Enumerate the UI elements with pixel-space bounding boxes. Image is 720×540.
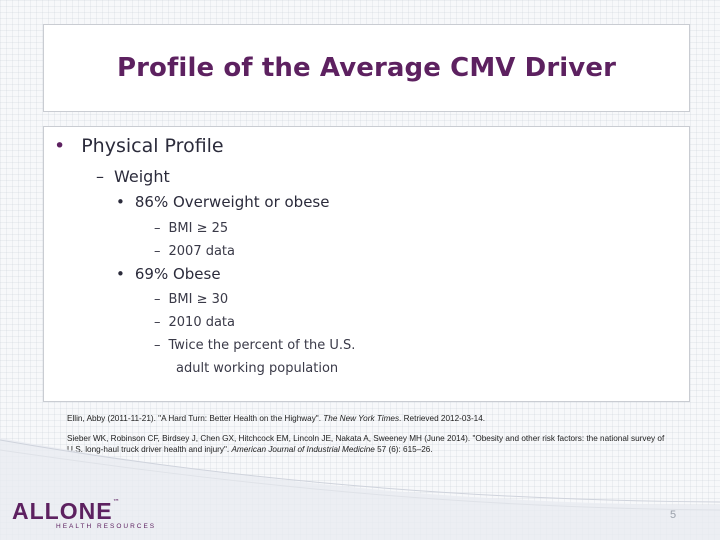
dash-icon: – bbox=[96, 167, 104, 186]
sub-bullet: – BMI ≥ 30 bbox=[154, 288, 355, 311]
dash-icon: – bbox=[154, 244, 161, 259]
dash-icon: – bbox=[154, 221, 161, 236]
sub-bullet: –2007 data bbox=[154, 240, 235, 263]
sub-bullet-text: Twice the percent of the U.S. bbox=[168, 338, 356, 353]
page-number: 5 bbox=[670, 509, 677, 521]
reference-text: 57 (6): 615–26. bbox=[374, 445, 433, 454]
bullet-level2: – Weight bbox=[96, 167, 170, 186]
sub-bullet-text: 2007 data bbox=[168, 244, 236, 259]
dash-icon: – bbox=[154, 292, 161, 307]
reference-journal: American Journal of Industrial Medicine bbox=[231, 445, 375, 454]
reference-text: . Retrieved 2012-03-14. bbox=[399, 414, 486, 423]
sub-bullet-text: BMI ≥ 25 bbox=[168, 221, 229, 236]
bullet-level1-text: Physical Profile bbox=[81, 135, 224, 157]
bullet-dot-icon: • bbox=[116, 265, 125, 283]
slide-title: Profile of the Average CMV Driver bbox=[116, 53, 616, 83]
sub-bullet-text: BMI ≥ 30 bbox=[168, 292, 229, 307]
sub-bullet: – BMI ≥ 25 bbox=[154, 217, 235, 240]
bullet-item-obese: • 69% Obese bbox=[116, 265, 221, 283]
logo-text: ALLONE bbox=[12, 498, 113, 524]
bullet-level1: • Physical Profile bbox=[54, 135, 224, 157]
dash-icon: – bbox=[154, 338, 161, 353]
sub-bullet-list: – BMI ≥ 25 –2007 data bbox=[154, 217, 235, 263]
dash-icon: – bbox=[154, 315, 161, 330]
title-box: Profile of the Average CMV Driver bbox=[43, 24, 690, 112]
reference-text: Ellin, Abby (2011-11-21). "A Hard Turn: … bbox=[67, 414, 324, 423]
reference-journal: The New York Times bbox=[323, 414, 400, 423]
bullet-dot-icon: • bbox=[54, 135, 66, 157]
logo-trademark: ™ bbox=[112, 498, 120, 506]
sub-bullet-text-continued: adult working population bbox=[176, 361, 339, 376]
reference-1: Ellin, Abby (2011-11-21). "A Hard Turn: … bbox=[67, 413, 667, 424]
sub-bullet-list: – BMI ≥ 30 –2010 data – Twice the percent … bbox=[154, 288, 355, 380]
company-logo: ALLONE™ HEALTH RESOURCES bbox=[12, 498, 156, 530]
bullet-item-text: 86% Overweight or obese bbox=[134, 193, 330, 211]
bullet-dot-icon: • bbox=[116, 193, 125, 211]
bullet-item-text: 69% Obese bbox=[134, 265, 221, 283]
logo-subtitle: HEALTH RESOURCES bbox=[56, 523, 157, 530]
bullet-level2-text: Weight bbox=[114, 167, 170, 186]
content-box: • Physical Profile – Weight • 86% Overweigh… bbox=[43, 126, 690, 402]
reference-2: Sieber WK, Robinson CF, Birdsey J, Chen … bbox=[67, 433, 667, 455]
sub-bullet-text: 2010 data bbox=[168, 315, 236, 330]
sub-bullet: –2010 data bbox=[154, 311, 355, 334]
bullet-item-overweight: • 86% Overweight or obese bbox=[116, 193, 329, 211]
reference-text: Sieber WK, Robinson CF, Birdsey J, Chen … bbox=[67, 434, 665, 454]
sub-bullet: – Twice the percent of the U.S. adult work… bbox=[154, 334, 355, 380]
decorative-wave bbox=[0, 438, 720, 540]
